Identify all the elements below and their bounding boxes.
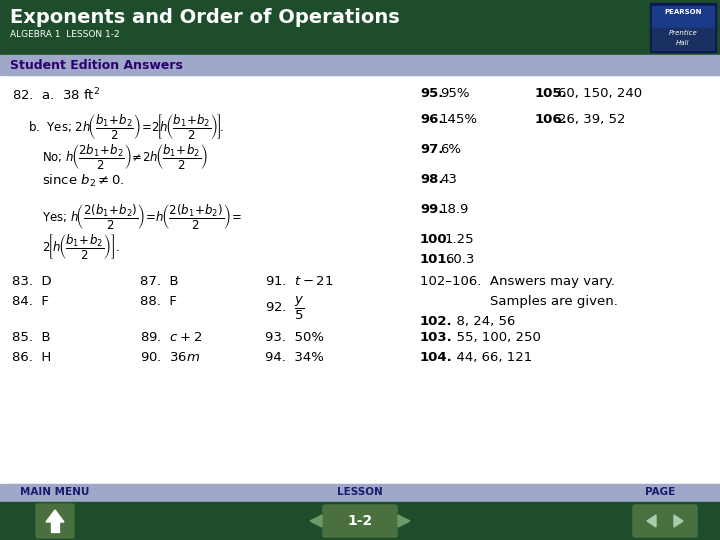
Text: No; $h\!\left(\dfrac{2b_1\!+\!b_2}{2}\right)\!\neq\!2h\!\left(\dfrac{b_1\!+\!b_2: No; $h\!\left(\dfrac{2b_1\!+\!b_2}{2}\ri… [42, 143, 208, 172]
Text: 96.: 96. [420, 113, 444, 126]
Text: 44, 66, 121: 44, 66, 121 [448, 351, 532, 364]
Text: ALGEBRA 1  LESSON 1-2: ALGEBRA 1 LESSON 1-2 [10, 30, 120, 39]
Text: 89.  $c+2$: 89. $c+2$ [140, 331, 202, 344]
Polygon shape [46, 510, 64, 522]
Text: 145%: 145% [440, 113, 478, 126]
Polygon shape [310, 515, 322, 527]
Text: LESSON: LESSON [337, 487, 383, 497]
Text: 83.  D: 83. D [12, 275, 52, 288]
Text: 101.: 101. [420, 253, 453, 266]
Text: 103.: 103. [420, 331, 453, 344]
Text: Hall: Hall [676, 40, 690, 46]
Text: 60, 150, 240: 60, 150, 240 [558, 87, 642, 100]
Text: 60.3: 60.3 [445, 253, 474, 266]
Text: 8, 24, 56: 8, 24, 56 [448, 315, 516, 328]
Text: 1.25: 1.25 [445, 233, 474, 246]
Text: 1-2: 1-2 [347, 514, 373, 528]
Text: PAGE: PAGE [645, 487, 675, 497]
Text: 93.  50%: 93. 50% [265, 331, 324, 344]
Text: MAIN MENU: MAIN MENU [20, 487, 90, 497]
Text: 102–106.  Answers may vary.: 102–106. Answers may vary. [420, 275, 615, 288]
Text: Student Edition Answers: Student Edition Answers [10, 59, 183, 72]
Text: 92.  $\dfrac{y}{5}$: 92. $\dfrac{y}{5}$ [265, 295, 305, 322]
Text: 98.: 98. [420, 173, 444, 186]
Text: $2\!\left[h\!\left(\dfrac{b_1\!+\!b_2}{2}\right)\right].$: $2\!\left[h\!\left(\dfrac{b_1\!+\!b_2}{2… [42, 233, 120, 262]
Text: 84.  F: 84. F [12, 295, 49, 308]
FancyBboxPatch shape [36, 504, 74, 538]
Text: since $b_2 \neq 0.$: since $b_2 \neq 0.$ [42, 173, 125, 189]
Text: Prentice: Prentice [669, 30, 698, 36]
Text: 106.: 106. [535, 113, 568, 126]
Text: 100.: 100. [420, 233, 453, 246]
Text: 55, 100, 250: 55, 100, 250 [448, 331, 541, 344]
Text: 86.  H: 86. H [12, 351, 51, 364]
Text: 97.: 97. [420, 143, 444, 156]
Text: 95%: 95% [440, 87, 469, 100]
Text: 90.  $36m$: 90. $36m$ [140, 351, 200, 364]
Text: 43: 43 [440, 173, 457, 186]
Text: 26, 39, 52: 26, 39, 52 [558, 113, 626, 126]
Text: 87.  B: 87. B [140, 275, 179, 288]
Bar [652, 6, 714, 28]
Text: 105.: 105. [535, 87, 567, 100]
Text: 104.: 104. [420, 351, 453, 364]
Bar [650, 3, 716, 52]
Polygon shape [647, 515, 656, 527]
FancyBboxPatch shape [633, 505, 697, 537]
Bar [0, 55, 720, 75]
Text: 102.: 102. [420, 315, 453, 328]
Bar [0, 502, 720, 540]
Text: 88.  F: 88. F [140, 295, 177, 308]
Text: 18.9: 18.9 [440, 203, 469, 216]
Text: 95.: 95. [420, 87, 444, 100]
FancyBboxPatch shape [323, 505, 397, 537]
Bar [0, 0, 720, 55]
Text: Exponents and Order of Operations: Exponents and Order of Operations [10, 8, 400, 27]
Text: 82.  a.  38 ft$^2$: 82. a. 38 ft$^2$ [12, 87, 100, 104]
Text: 94.  34%: 94. 34% [265, 351, 324, 364]
Text: 99.: 99. [420, 203, 444, 216]
Text: PEARSON: PEARSON [665, 9, 702, 15]
Text: 91.  $t-21$: 91. $t-21$ [265, 275, 333, 288]
Text: Samples are given.: Samples are given. [490, 295, 618, 308]
Text: 85.  B: 85. B [12, 331, 50, 344]
Bar [0, 484, 720, 502]
Text: b.  Yes; $2h\!\left(\dfrac{b_1\!+\!b_2}{2}\right)\!=\!2\!\left[\!h\!\left(\dfrac: b. Yes; $2h\!\left(\dfrac{b_1\!+\!b_2}{2… [28, 113, 224, 142]
Bar [652, 28, 714, 50]
Polygon shape [398, 515, 410, 527]
Text: Yes; $h\!\left(\dfrac{2(b_1\!+\!b_2)}{2}\right)\!=\!h\!\left(\dfrac{2(b_1\!+\!b_: Yes; $h\!\left(\dfrac{2(b_1\!+\!b_2)}{2}… [42, 203, 242, 232]
Text: 6%: 6% [440, 143, 461, 156]
Polygon shape [674, 515, 683, 527]
Bar [51, 520, 59, 532]
